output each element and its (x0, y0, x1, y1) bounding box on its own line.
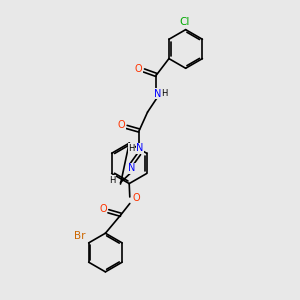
Text: Br: Br (74, 231, 85, 241)
Text: Cl: Cl (179, 17, 189, 27)
Text: H: H (162, 89, 168, 98)
Text: H: H (109, 176, 116, 185)
Text: N: N (128, 163, 135, 173)
Text: O: O (135, 64, 142, 74)
Text: H: H (128, 144, 135, 153)
Text: N: N (136, 143, 143, 153)
Text: N: N (154, 89, 161, 99)
Text: O: O (99, 204, 107, 214)
Text: O: O (118, 121, 125, 130)
Text: O: O (133, 194, 140, 203)
